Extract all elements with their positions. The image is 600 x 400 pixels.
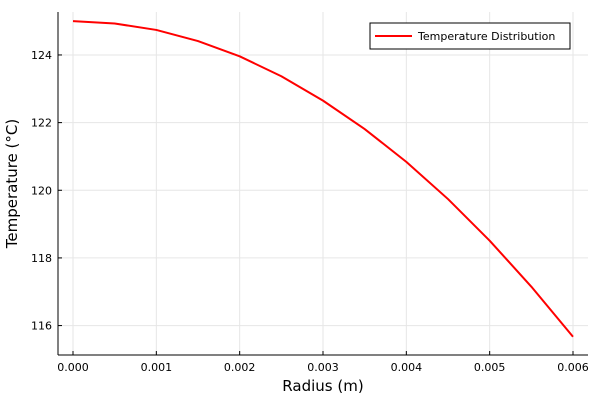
x-tick-label: 0.000 <box>57 361 89 374</box>
x-tick-label: 0.005 <box>474 361 506 374</box>
legend-label: Temperature Distribution <box>417 30 555 43</box>
y-tick-label: 122 <box>31 117 52 130</box>
x-tick-label: 0.001 <box>141 361 173 374</box>
series-layer <box>72 20 574 338</box>
x-tick-label: 0.004 <box>391 361 423 374</box>
y-axis-title: Temperature (°C) <box>3 119 21 249</box>
y-tick-label: 116 <box>31 320 52 333</box>
x-tick-label: 0.003 <box>307 361 339 374</box>
x-tick-label: 0.006 <box>557 361 589 374</box>
x-tick-label: 0.002 <box>224 361 256 374</box>
y-tick-label: 124 <box>31 49 52 62</box>
y-tick-label: 118 <box>31 252 52 265</box>
grid <box>58 12 588 355</box>
x-axis-title: Radius (m) <box>282 377 363 395</box>
y-tick-label: 120 <box>31 184 52 197</box>
legend: Temperature Distribution <box>369 22 571 50</box>
series-line <box>72 20 574 338</box>
x-ticks: 0.000 0.001 0.002 0.003 0.004 0.005 0.006 <box>57 351 589 374</box>
y-ticks: 116 118 120 122 124 <box>31 49 62 333</box>
